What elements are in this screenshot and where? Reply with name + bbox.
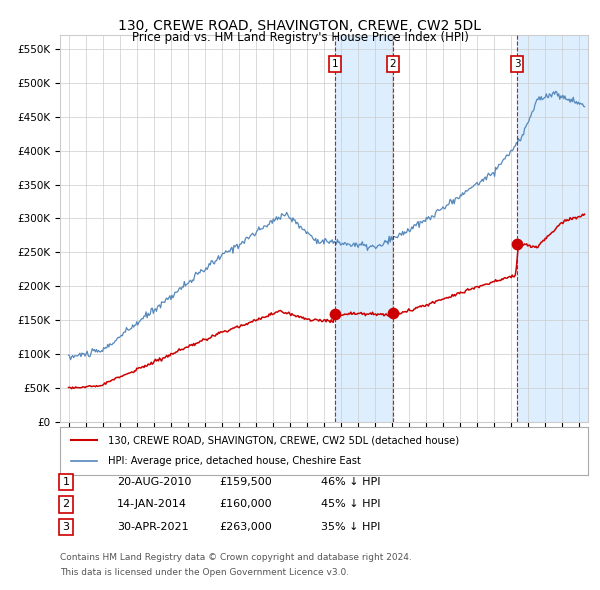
Bar: [335, 35, 393, 422]
Text: This data is licensed under the Open Government Licence v3.0.: This data is licensed under the Open Gov…: [60, 568, 349, 576]
Text: 3: 3: [62, 522, 70, 532]
Text: 45% ↓ HPI: 45% ↓ HPI: [321, 500, 380, 509]
Text: 130, CREWE ROAD, SHAVINGTON, CREWE, CW2 5DL: 130, CREWE ROAD, SHAVINGTON, CREWE, CW2 …: [119, 19, 482, 33]
Text: 130, CREWE ROAD, SHAVINGTON, CREWE, CW2 5DL (detached house): 130, CREWE ROAD, SHAVINGTON, CREWE, CW2 …: [107, 435, 458, 445]
Point: [330, 309, 340, 319]
Text: £160,000: £160,000: [219, 500, 272, 509]
Text: 14-JAN-2014: 14-JAN-2014: [117, 500, 187, 509]
Text: HPI: Average price, detached house, Cheshire East: HPI: Average price, detached house, Ches…: [107, 457, 361, 467]
Text: £159,500: £159,500: [219, 477, 272, 487]
Text: 1: 1: [332, 59, 338, 69]
Text: Price paid vs. HM Land Registry's House Price Index (HPI): Price paid vs. HM Land Registry's House …: [131, 31, 469, 44]
Text: Contains HM Land Registry data © Crown copyright and database right 2024.: Contains HM Land Registry data © Crown c…: [60, 553, 412, 562]
Text: 35% ↓ HPI: 35% ↓ HPI: [321, 522, 380, 532]
Text: 20-AUG-2010: 20-AUG-2010: [117, 477, 191, 487]
Point: [512, 239, 522, 248]
Text: £263,000: £263,000: [219, 522, 272, 532]
Text: 2: 2: [389, 59, 396, 69]
Point: [388, 309, 398, 318]
Bar: [517, 35, 588, 422]
Text: 3: 3: [514, 59, 520, 69]
Text: 46% ↓ HPI: 46% ↓ HPI: [321, 477, 380, 487]
Text: 1: 1: [62, 477, 70, 487]
Text: 30-APR-2021: 30-APR-2021: [117, 522, 188, 532]
Text: 2: 2: [62, 500, 70, 509]
